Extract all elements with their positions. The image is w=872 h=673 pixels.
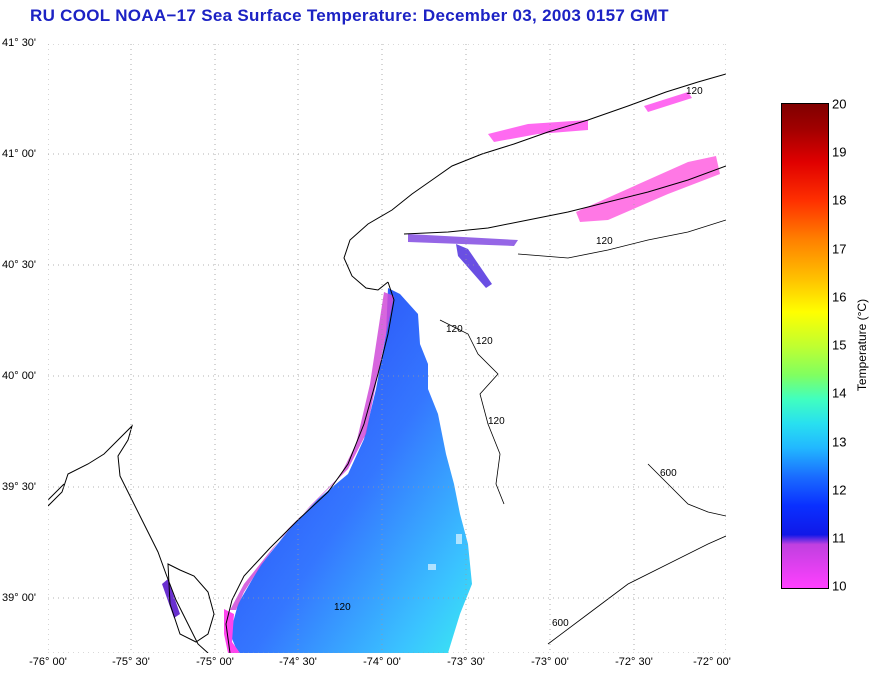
isobath-labels: 120 120 120 120 120 120 600 600 bbox=[334, 86, 703, 629]
lon-tick-label: -73° 00' bbox=[531, 656, 569, 668]
isobath-label: 600 bbox=[660, 468, 677, 479]
lon-tick-label: -74° 30' bbox=[279, 656, 317, 668]
isobath-label: 120 bbox=[334, 602, 351, 613]
colorbar-tick: 13 bbox=[832, 434, 847, 450]
isobath-label: 600 bbox=[552, 618, 569, 629]
coastlines bbox=[48, 73, 726, 653]
map-canvas: 120 120 120 120 120 120 600 600 bbox=[48, 44, 726, 653]
colorbar-tick: 16 bbox=[832, 289, 847, 305]
sst-map: 120 120 120 120 120 120 600 600 bbox=[48, 44, 726, 653]
lon-tick-label: -73° 30' bbox=[447, 656, 485, 668]
isobath-label: 120 bbox=[596, 236, 613, 247]
isobaths bbox=[439, 219, 726, 645]
colorbar-tick: 12 bbox=[832, 482, 847, 498]
colorbar-tick: 17 bbox=[832, 241, 847, 257]
isobath-label: 120 bbox=[476, 336, 493, 347]
isobath-label: 120 bbox=[446, 324, 463, 335]
lat-tick-label: 39° 30' bbox=[2, 481, 37, 493]
lat-tick-label: 40° 30' bbox=[2, 259, 37, 271]
map-title: RU COOL NOAA−17 Sea Surface Temperature:… bbox=[30, 6, 669, 25]
colorbar-tick: 14 bbox=[832, 385, 847, 401]
lon-tick-label: -75° 30' bbox=[112, 656, 150, 668]
graticule bbox=[48, 44, 726, 653]
lon-tick-label: -74° 00' bbox=[363, 656, 401, 668]
lat-tick-label: 39° 00' bbox=[2, 592, 37, 604]
colorbar-tick: 15 bbox=[832, 337, 847, 353]
colorbar-tick: 20 bbox=[832, 96, 847, 112]
colorbar-tick: 19 bbox=[832, 144, 847, 160]
lon-tick-label: -72° 00' bbox=[693, 656, 731, 668]
lat-tick-label: 40° 00' bbox=[2, 370, 37, 382]
lat-tick-label: 41° 30' bbox=[2, 37, 37, 49]
isobath-label: 120 bbox=[488, 416, 505, 427]
colorbar-tick: 18 bbox=[832, 192, 847, 208]
colorbar-tick: 11 bbox=[832, 530, 846, 546]
lon-tick-label: -72° 30' bbox=[615, 656, 653, 668]
colorbar-tick: 10 bbox=[832, 578, 847, 594]
lon-tick-label: -75° 00' bbox=[196, 656, 234, 668]
lon-tick-label: -76° 00' bbox=[29, 656, 67, 668]
temperature-colorbar bbox=[781, 103, 829, 589]
lat-tick-label: 41° 00' bbox=[2, 148, 37, 160]
isobath-label: 120 bbox=[686, 86, 703, 97]
colorbar-label: Temperature (°C) bbox=[855, 298, 869, 392]
